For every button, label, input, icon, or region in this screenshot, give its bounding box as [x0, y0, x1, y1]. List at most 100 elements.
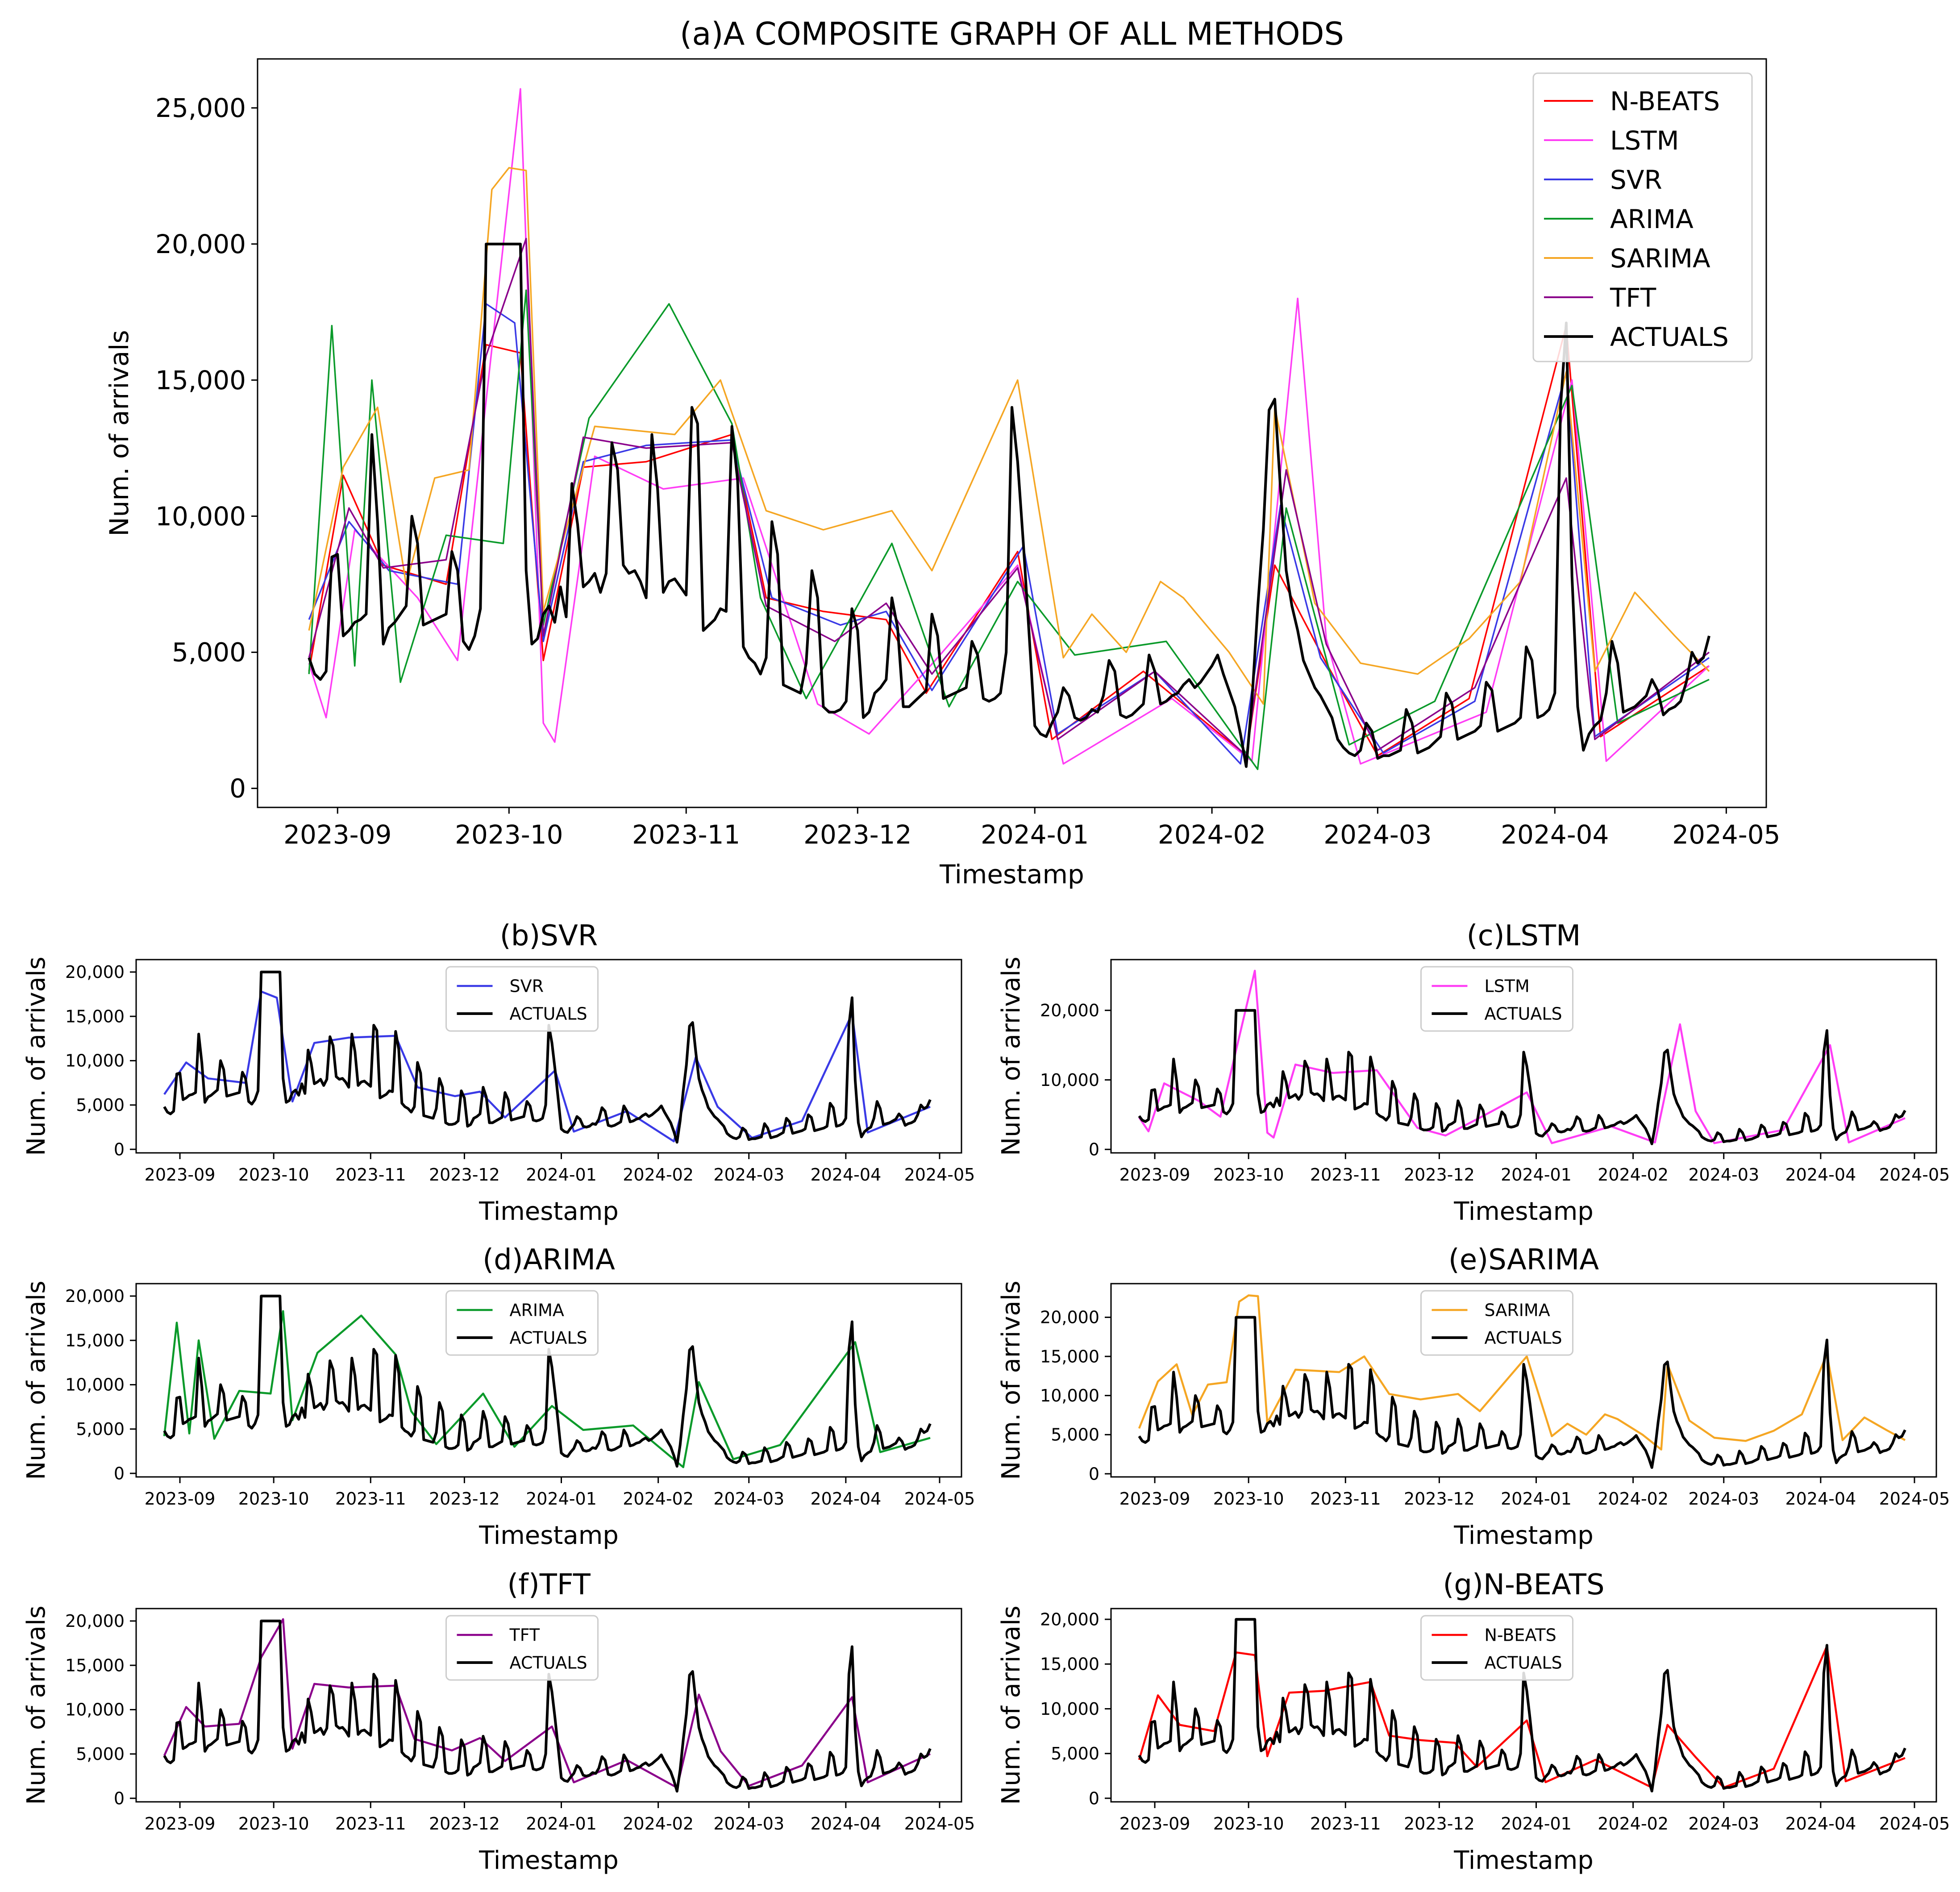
x-axis-label: Timestamp [1453, 1197, 1594, 1226]
y-tick-label: 10,000 [65, 1700, 125, 1720]
legend-label-svr: SVR [510, 977, 544, 996]
chart-title: (f)TFT [507, 1568, 591, 1601]
legend: ARIMA ACTUALS [445, 1290, 599, 1356]
x-tick-label: 2023-11 [335, 1489, 406, 1509]
y-tick-label: 5,000 [1051, 1744, 1099, 1763]
x-tick-label: 2023-10 [1213, 1165, 1284, 1185]
legend-label-actuals: ACTUALS [1485, 1004, 1562, 1024]
legend-label-actuals: ACTUALS [510, 1004, 587, 1024]
y-tick-label: 15,000 [65, 1006, 125, 1026]
x-tick-label: 2024-04 [1785, 1165, 1856, 1185]
legend: N-BEATS LSTM SVR ARIMA SARIMA TFT ACTUALS [1532, 72, 1753, 362]
legend-label-svr: SVR [1610, 165, 1662, 195]
x-axis-label: Timestamp [1453, 1521, 1594, 1550]
x-tick-label: 2023-09 [1119, 1814, 1190, 1834]
series-line-actuals [1138, 1618, 1906, 1792]
x-tick-label: 2024-02 [1598, 1814, 1669, 1834]
y-tick-label: 15,000 [65, 1331, 125, 1350]
y-tick-label: 10,000 [155, 501, 246, 532]
plot-area [1138, 1294, 1906, 1469]
x-tick-label: 2024-04 [810, 1165, 881, 1185]
series-line-actuals [308, 242, 1710, 768]
plot-area [308, 88, 1710, 770]
series-line-actuals [163, 1294, 932, 1468]
x-tick-label: 2024-02 [1598, 1165, 1669, 1185]
legend-label-lstm: LSTM [1485, 977, 1530, 996]
y-axis-label: Num. of arrivals [104, 330, 134, 536]
legend-label-actuals: ACTUALS [1610, 322, 1729, 352]
x-tick-label: 2024-04 [810, 1814, 881, 1834]
x-tick-label: 2023-11 [1310, 1165, 1381, 1185]
chart-title: (e)SARIMA [1448, 1243, 1599, 1277]
x-tick-label: 2023-11 [1310, 1814, 1381, 1834]
x-tick-label: 2024-03 [1688, 1814, 1759, 1834]
plot-area [163, 1618, 932, 1793]
legend-label-arima: ARIMA [1610, 204, 1694, 234]
y-tick-label: 0 [114, 1788, 125, 1808]
axes-frame [135, 1608, 962, 1803]
y-axis-label: Num. of arrivals [997, 1605, 1026, 1805]
x-tick-label: 2024-05 [1879, 1165, 1950, 1185]
x-tick-label: 2023-09 [283, 819, 391, 850]
legend-label-tft: TFT [1610, 283, 1656, 313]
x-axis-label: Timestamp [939, 859, 1084, 890]
y-tick-label: 20,000 [155, 229, 246, 259]
series-line-arima [308, 289, 1710, 770]
x-tick-label: 2024-04 [1501, 819, 1609, 850]
x-tick-label: 2024-03 [1323, 819, 1432, 850]
x-tick-label: 2023-09 [145, 1165, 216, 1185]
x-tick-label: 2024-05 [1879, 1814, 1950, 1834]
x-tick-label: 2024-03 [1688, 1489, 1759, 1509]
chart-a: (a)A COMPOSITE GRAPH OF ALL METHODS 0 5,00… [104, 16, 1781, 890]
y-tick-label: 25,000 [155, 93, 246, 123]
chart-title: (a)A COMPOSITE GRAPH OF ALL METHODS [680, 16, 1344, 52]
chart-e: (e)SARIMA 0 5,000 10,000 15,000 20,000 2023-09… [997, 1243, 1950, 1550]
legend-label-actuals: ACTUALS [1485, 1653, 1562, 1673]
x-tick-label: 2023-11 [632, 819, 740, 850]
x-tick-label: 2024-01 [526, 1814, 597, 1834]
x-tick-label: 2024-02 [623, 1489, 694, 1509]
x-tick-label: 2024-01 [1501, 1165, 1572, 1185]
x-tick-label: 2024-04 [1785, 1489, 1856, 1509]
y-tick-label: 0 [1089, 1464, 1099, 1484]
chart-title: (g)N-BEATS [1443, 1568, 1604, 1601]
y-tick-label: 10,000 [1040, 1386, 1099, 1405]
series-line-actuals [163, 970, 932, 1144]
y-tick-label: 0 [1089, 1140, 1099, 1160]
x-axis-label: Timestamp [1453, 1846, 1594, 1875]
series-line-lstm [1138, 969, 1906, 1144]
series-line-actuals [163, 1619, 932, 1793]
axes-frame [135, 1283, 962, 1478]
series-line-tft [308, 237, 1710, 757]
chart-title: (b)SVR [500, 919, 598, 952]
y-tick-label: 15,000 [65, 1655, 125, 1675]
axes-frame [257, 58, 1767, 808]
legend-label-n-beats: N-BEATS [1485, 1626, 1556, 1645]
axes-frame [1110, 1283, 1937, 1478]
x-tick-label: 2024-04 [810, 1489, 881, 1509]
y-tick-label: 5,000 [172, 637, 246, 668]
legend-label-sarima: SARIMA [1485, 1301, 1550, 1320]
y-tick-label: 20,000 [1040, 1609, 1099, 1629]
x-tick-label: 2023-10 [1213, 1814, 1284, 1834]
x-tick-label: 2024-01 [981, 819, 1089, 850]
x-tick-label: 2024-05 [904, 1814, 975, 1834]
x-tick-label: 2024-01 [1501, 1814, 1572, 1834]
y-tick-label: 15,000 [1040, 1347, 1099, 1366]
x-tick-label: 2024-02 [623, 1814, 694, 1834]
y-axis-label: Num. of arrivals [22, 1605, 51, 1805]
axes-frame [1110, 1608, 1937, 1803]
axes-frame [135, 959, 962, 1154]
y-tick-label: 0 [114, 1464, 125, 1483]
x-tick-label: 2024-02 [623, 1165, 694, 1185]
x-axis-label: Timestamp [479, 1846, 619, 1875]
chart-d: (d)ARIMA 0 5,000 10,000 15,000 20,000 2023-09 2… [22, 1243, 975, 1550]
y-axis-label: Num. of arrivals [22, 1281, 51, 1480]
x-tick-label: 2023-12 [429, 1489, 500, 1509]
y-tick-label: 0 [229, 773, 246, 804]
legend: TFT ACTUALS [445, 1615, 599, 1681]
x-axis-label: Timestamp [479, 1197, 619, 1226]
x-tick-label: 2023-10 [238, 1814, 309, 1834]
y-tick-label: 20,000 [1040, 1001, 1099, 1020]
